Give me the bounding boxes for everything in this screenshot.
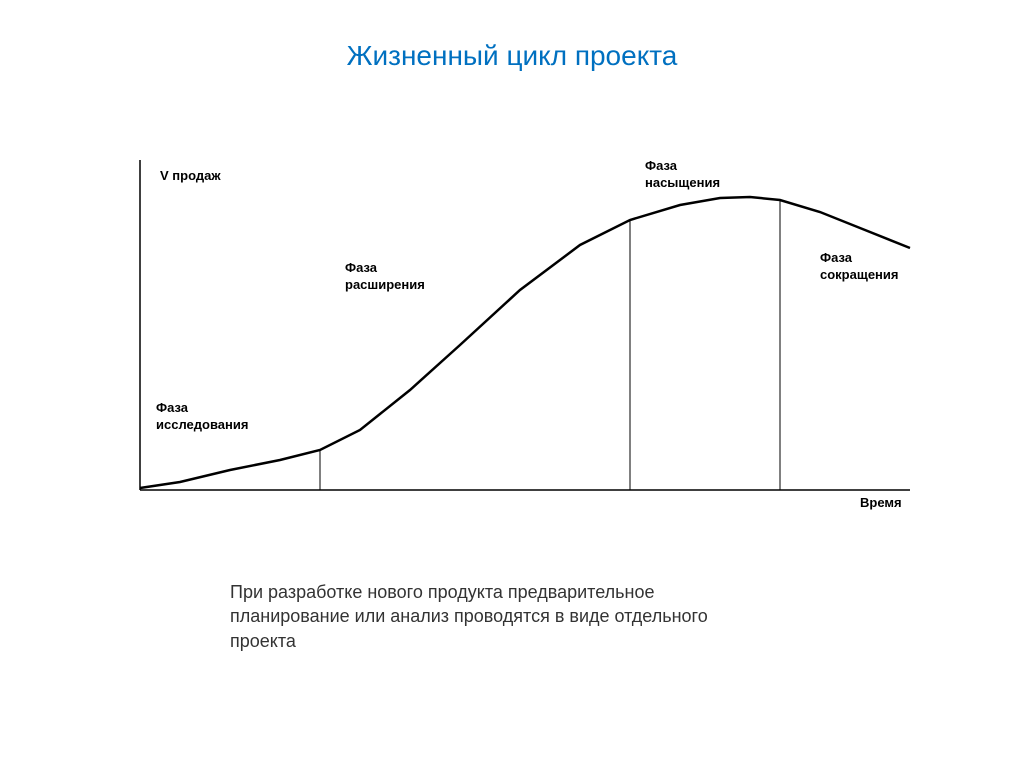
- phase-label-research: Фаза исследования: [156, 400, 248, 434]
- x-axis-label: Время: [860, 495, 902, 512]
- curve: [140, 197, 910, 488]
- phase-label-reduction: Фаза сокращения: [820, 250, 898, 284]
- y-axis-label: V продаж: [160, 168, 221, 185]
- chart-svg: [120, 150, 920, 510]
- page-title: Жизненный цикл проекта: [0, 40, 1024, 72]
- phase-dividers: [320, 200, 780, 490]
- caption-text: При разработке нового продукта предварит…: [230, 580, 750, 653]
- phase-label-expansion: Фаза расширения: [345, 260, 425, 294]
- phase-label-saturation: Фаза насыщения: [645, 158, 720, 192]
- lifecycle-chart: V продаж Время Фаза исследования Фаза ра…: [120, 150, 920, 510]
